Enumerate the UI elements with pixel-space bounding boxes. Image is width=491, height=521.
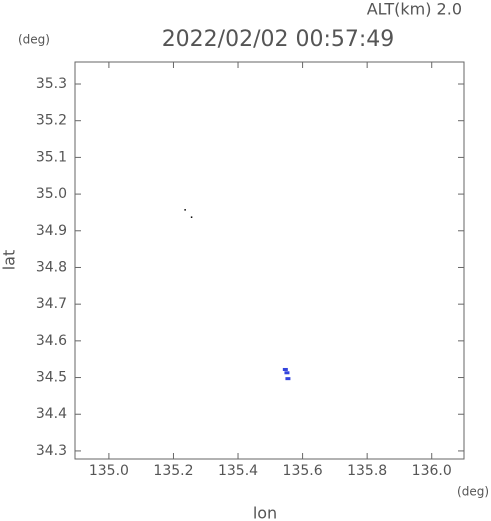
point <box>282 367 288 371</box>
y-tick-label: 34.8 <box>36 259 67 275</box>
point <box>285 377 291 381</box>
y-tick-label: 34.5 <box>36 370 67 386</box>
x-axis-label: lon <box>253 504 277 521</box>
y-axis-label: lat <box>0 250 19 271</box>
y-tick-label: 34.7 <box>36 296 67 312</box>
y-tick-label: 34.3 <box>36 443 67 459</box>
x-tick-label: 135.0 <box>89 463 129 479</box>
y-unit: (deg) <box>18 33 50 47</box>
point <box>190 216 193 218</box>
x-tick-label: 136.0 <box>412 463 452 479</box>
y-tick-label: 34.4 <box>36 406 67 422</box>
x-tick-label: 135.2 <box>153 463 193 479</box>
y-tick-label: 35.0 <box>36 186 67 202</box>
y-tick-label: 34.6 <box>36 333 67 349</box>
x-tick-label: 135.4 <box>218 463 258 479</box>
y-tick-label: 35.1 <box>36 149 67 165</box>
plot-frame <box>74 61 465 460</box>
y-tick-label: 35.3 <box>36 76 67 92</box>
x-unit: (deg) <box>457 485 489 499</box>
annotation: ALT(km) 2.0 <box>367 0 462 19</box>
chart-title: 2022/02/02 00:57:49 <box>162 27 395 52</box>
y-tick-label: 34.9 <box>36 223 67 239</box>
point <box>184 209 186 211</box>
x-tick-label: 135.8 <box>347 463 387 479</box>
y-tick-label: 35.2 <box>36 113 67 129</box>
x-tick-label: 135.6 <box>283 463 323 479</box>
point <box>284 371 290 375</box>
